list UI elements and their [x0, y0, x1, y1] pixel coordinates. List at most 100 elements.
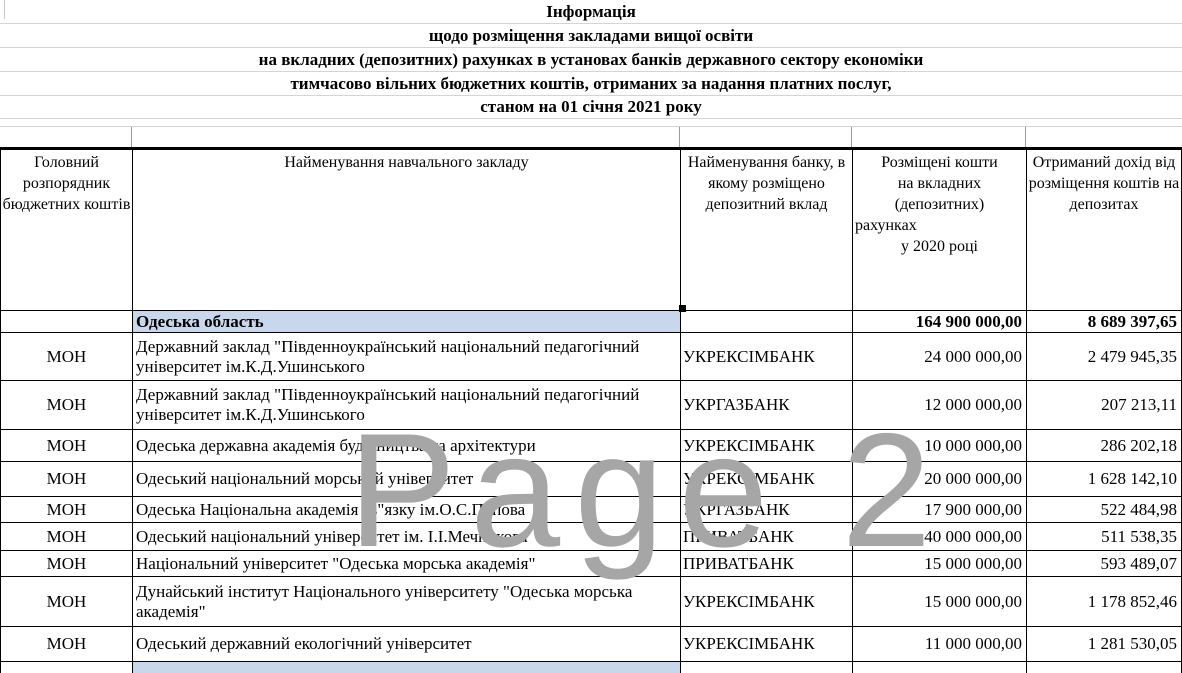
- placed-funds-cell: 15 000 000,00: [853, 551, 1027, 576]
- region-summary-row: Одеська область 164 900 000,00 8 689 397…: [1, 311, 1182, 333]
- region-income-total: 8 689 397,65: [1027, 311, 1182, 332]
- table-row: МОН Державний заклад "Південноукраїнськи…: [1, 381, 1182, 430]
- placed-funds-cell: 10 000 000,00: [853, 430, 1027, 461]
- bank-cell: ПРИВАТБАНК: [681, 551, 853, 576]
- income-cell: 511 538,35: [1027, 523, 1182, 550]
- empty-cell: [680, 127, 852, 147]
- bank-cell: УКРЕКСІМБАНК: [681, 627, 853, 661]
- placed-funds-cell: 20 000 000,00: [853, 462, 1027, 496]
- page-watermark: Page 2: [348, 400, 946, 581]
- budget-manager-cell: МОН: [1, 462, 133, 496]
- bank-cell: УКРГАЗБАНК: [681, 497, 853, 522]
- empty-cell: [1, 662, 133, 673]
- table-row: МОН Національний університет "Одеська мо…: [1, 551, 1182, 577]
- title-line-5: станом на 01 січня 2021 року: [0, 96, 1182, 119]
- empty-cell: [132, 127, 680, 147]
- institution-cell: Одеський національний морський університ…: [133, 462, 681, 496]
- title-text: станом на 01 січня 2021 року: [480, 97, 702, 116]
- title-line-4: тимчасово вільних бюджетних коштів, отри…: [0, 72, 1182, 96]
- placed-funds-cell: 24 000 000,00: [853, 333, 1027, 380]
- institution-cell: Одеська державна академія будівництва та…: [133, 430, 681, 461]
- income-cell: 522 484,98: [1027, 497, 1182, 522]
- bank-cell: УКРЕКСІМБАНК: [681, 333, 853, 380]
- budget-manager-cell: МОН: [1, 523, 133, 550]
- table-row: МОН Державний заклад "Південноукраїнськи…: [1, 333, 1182, 381]
- placed-funds-cell: 40 000 000,00: [853, 523, 1027, 550]
- empty-cell: [853, 662, 1027, 673]
- income-cell: 286 202,18: [1027, 430, 1182, 461]
- institution-cell: Одеський національний університет ім. І.…: [133, 523, 681, 550]
- empty-cell: [1, 311, 133, 332]
- next-region-row-cutoff: [1, 662, 1182, 673]
- institution-cell: Одеська Національна академія зв"язку ім.…: [133, 497, 681, 522]
- table-row: МОН Дунайський інститут Національного ун…: [1, 577, 1182, 627]
- budget-manager-cell: МОН: [1, 430, 133, 461]
- table-row: МОН Одеська Національна академія зв"язку…: [1, 497, 1182, 523]
- deposits-table: Головний розпорядник бюджетних коштів На…: [0, 147, 1182, 673]
- next-region-name-cell: [133, 662, 681, 673]
- table-row: МОН Одеський державний екологічний уніве…: [1, 627, 1182, 662]
- institution-cell: Національний університет "Одеська морськ…: [133, 551, 681, 576]
- title-line-3: на вкладних (депозитних) рахунках в уста…: [0, 48, 1182, 72]
- table-row: МОН Одеська державна академія будівництв…: [1, 430, 1182, 462]
- empty-cell: [681, 662, 853, 673]
- income-cell: 1 628 142,10: [1027, 462, 1182, 496]
- empty-spacer-row: [0, 119, 1182, 127]
- header-received-income: Отриманий дохід від розміщення коштів на…: [1027, 150, 1182, 310]
- title-text: щодо розміщення закладами вищої освіти: [428, 25, 754, 45]
- region-name-cell: Одеська область: [133, 311, 681, 332]
- budget-manager-cell: МОН: [1, 497, 133, 522]
- placed-funds-cell: 11 000 000,00: [853, 627, 1027, 661]
- institution-cell: Державний заклад "Південноукраїнський на…: [133, 381, 681, 429]
- empty-cell: [1026, 127, 1182, 147]
- budget-manager-cell: МОН: [1, 333, 133, 380]
- income-cell: 207 213,11: [1027, 381, 1182, 429]
- region-placed-total: 164 900 000,00: [853, 311, 1027, 332]
- income-cell: 1 281 530,05: [1027, 627, 1182, 661]
- header-bank-name: Найменування банку, в якому розміщено де…: [681, 150, 853, 310]
- empty-cell: [852, 127, 1026, 147]
- placed-funds-cell: 17 900 000,00: [853, 497, 1027, 522]
- placed-funds-cell: 12 000 000,00: [853, 381, 1027, 429]
- bank-cell: ПРИВАТБАНК: [681, 523, 853, 550]
- cell-divider-line: [4, 0, 5, 19]
- table-row: МОН Одеський національний морський уніве…: [1, 462, 1182, 497]
- table-body: МОН Державний заклад "Південноукраїнськи…: [1, 333, 1182, 662]
- header-line: у 2020 році: [900, 238, 978, 256]
- budget-manager-cell: МОН: [1, 551, 133, 576]
- placed-funds-cell: 15 000 000,00: [853, 577, 1027, 626]
- title-line-2: щодо розміщення закладами вищої освіти: [0, 24, 1182, 48]
- header-institution-name: Найменування навчального закладу: [133, 150, 681, 310]
- bank-cell: УКРЕКСІМБАНК: [681, 430, 853, 461]
- header-line: (депозитних): [894, 196, 985, 214]
- header-line: на вкладних: [897, 175, 982, 193]
- header-line: Розміщені кошти: [881, 154, 998, 171]
- table-row: МОН Одеський національний університет ім…: [1, 523, 1182, 551]
- header-placed-funds: Розміщені кошти на вкладних (депозитних)…: [853, 150, 1027, 310]
- bank-cell: УКРГАЗБАНК: [681, 381, 853, 429]
- income-cell: 2 479 945,35: [1027, 333, 1182, 380]
- empty-cell: [681, 311, 853, 332]
- empty-grid-row: [0, 127, 1182, 147]
- title-text: на вкладних (депозитних) рахунках в уста…: [258, 49, 924, 69]
- title-line-1: Інформація: [0, 0, 1182, 24]
- budget-manager-cell: МОН: [1, 627, 133, 661]
- budget-manager-cell: МОН: [1, 381, 133, 429]
- institution-cell: Одеський державний екологічний університ…: [133, 627, 681, 661]
- empty-cell: [0, 127, 132, 147]
- bank-cell: УКРЕКСІМБАНК: [681, 462, 853, 496]
- title-text: тимчасово вільних бюджетних коштів, отри…: [290, 73, 892, 93]
- bank-cell: УКРЕКСІМБАНК: [681, 577, 853, 626]
- header-line: рахунках: [855, 217, 917, 235]
- income-cell: 593 489,07: [1027, 551, 1182, 576]
- cell-marker-square: [679, 305, 686, 312]
- header-budget-manager: Головний розпорядник бюджетних коштів: [1, 150, 133, 310]
- income-cell: 1 178 852,46: [1027, 577, 1182, 626]
- table-header-row: Головний розпорядник бюджетних коштів На…: [1, 150, 1182, 311]
- budget-manager-cell: МОН: [1, 577, 133, 626]
- title-text: Інформація: [546, 1, 636, 21]
- institution-cell: Дунайський інститут Національного універ…: [133, 577, 681, 626]
- empty-cell: [1027, 662, 1182, 673]
- institution-cell: Державний заклад "Південноукраїнський на…: [133, 333, 681, 380]
